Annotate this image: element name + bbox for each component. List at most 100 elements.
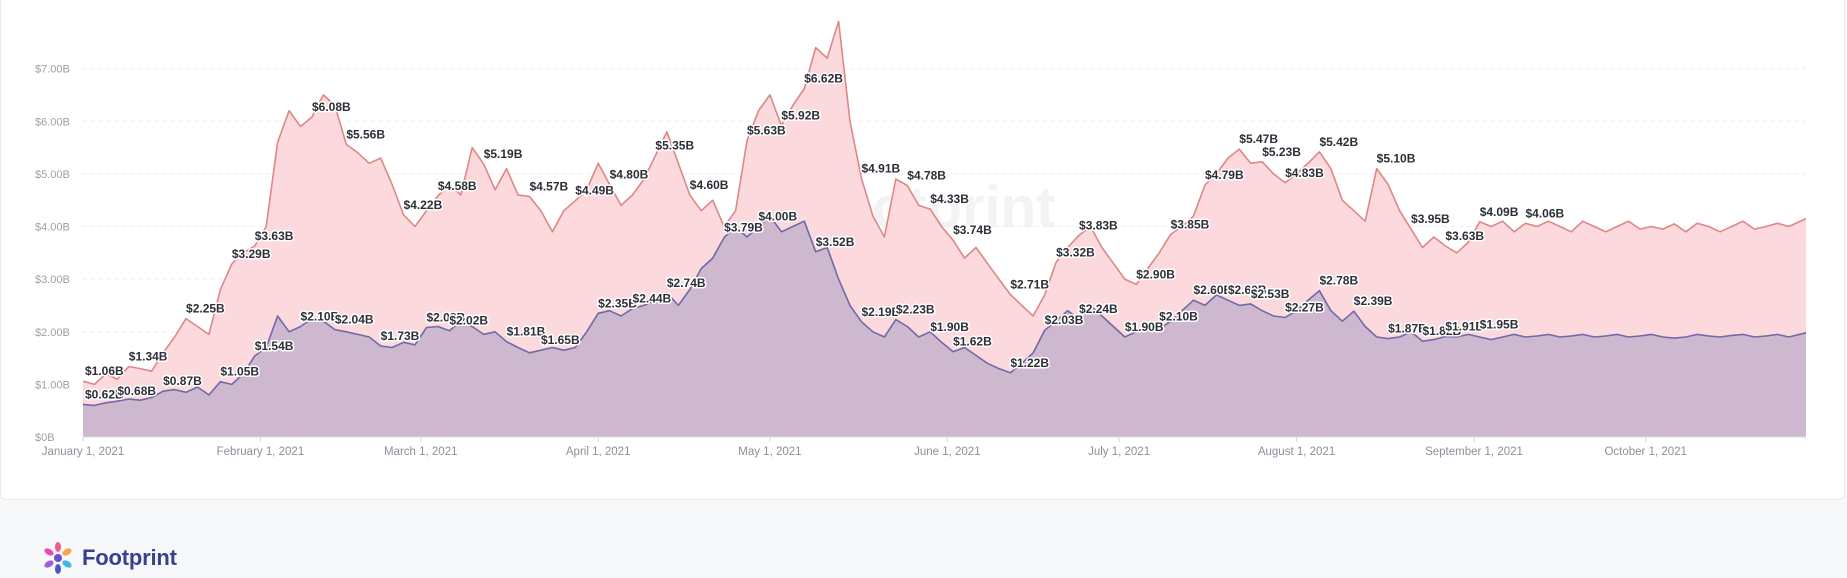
data-label: $2.24B bbox=[1079, 302, 1118, 316]
data-label: $2.71B bbox=[1010, 277, 1049, 291]
x-tick-label: July 1, 2021 bbox=[1088, 446, 1150, 458]
data-label: $2.74B bbox=[667, 276, 706, 290]
series-1-line bbox=[82, 215, 1807, 407]
x-tick-label: January 1, 2021 bbox=[42, 446, 124, 458]
data-label: $5.42B bbox=[1319, 135, 1358, 149]
data-label: $2.02B bbox=[449, 314, 488, 328]
data-label: $2.60B bbox=[1194, 283, 1233, 297]
data-label: $4.58B bbox=[438, 179, 477, 193]
data-label: $4.83B bbox=[1285, 166, 1324, 180]
y-tick-label: $7.00B bbox=[35, 64, 70, 76]
data-label: $3.32B bbox=[1056, 245, 1095, 259]
data-label: $3.63B bbox=[255, 229, 294, 243]
data-label: $1.05B bbox=[220, 365, 259, 379]
data-label: $2.04B bbox=[335, 313, 374, 327]
y-tick-label: $1.00B bbox=[35, 379, 70, 391]
data-label: $1.73B bbox=[381, 329, 420, 343]
data-label: $2.44B bbox=[633, 292, 672, 306]
data-label: $2.03B bbox=[1045, 313, 1084, 327]
data-label: $1.90B bbox=[930, 320, 969, 334]
data-label: $2.19B bbox=[861, 305, 900, 319]
x-tick-label: September 1, 2021 bbox=[1425, 446, 1523, 458]
data-label: $1.65B bbox=[541, 333, 580, 347]
y-tick-label: $4.00B bbox=[35, 222, 70, 234]
data-label: $1.90B bbox=[1125, 320, 1164, 334]
data-label: $2.90B bbox=[1136, 267, 1175, 281]
y-tick-label: $0B bbox=[35, 432, 55, 444]
data-label: $1.06B bbox=[85, 364, 124, 378]
brand-logo[interactable]: Footprint bbox=[40, 540, 177, 576]
y-tick-label: $3.00B bbox=[35, 274, 70, 286]
data-label: $4.91B bbox=[861, 162, 900, 176]
data-label: $6.08B bbox=[312, 100, 351, 114]
data-label: $4.49B bbox=[575, 184, 614, 198]
footer-band bbox=[0, 500, 1847, 578]
data-label: $4.22B bbox=[404, 198, 443, 212]
data-label: $4.80B bbox=[610, 167, 649, 181]
data-label: $3.29B bbox=[232, 247, 271, 261]
x-tick-label: March 1, 2021 bbox=[384, 446, 458, 458]
axis-layer: $0B $1.00B $2.00B $3.00B $4.00B $5.00B $6.00B $… bbox=[35, 64, 1806, 458]
data-label: $1.34B bbox=[129, 349, 168, 363]
x-tick-label: October 1, 2021 bbox=[1604, 446, 1686, 458]
x-tick-label: May 1, 2021 bbox=[738, 446, 801, 458]
y-tick-label: $6.00B bbox=[35, 116, 70, 128]
series-1-area bbox=[83, 216, 1806, 437]
data-label: $2.25B bbox=[186, 302, 225, 316]
data-label: $4.79B bbox=[1205, 168, 1244, 182]
series-0-line bbox=[82, 20, 1807, 386]
data-label: $5.63B bbox=[747, 124, 786, 138]
data-label: $5.10B bbox=[1377, 152, 1416, 166]
data-label: $0.68B bbox=[117, 384, 156, 398]
data-label: $4.00B bbox=[758, 210, 797, 224]
data-label: $3.74B bbox=[953, 223, 992, 237]
data-label: $5.19B bbox=[484, 147, 523, 161]
data-label: $3.95B bbox=[1411, 212, 1450, 226]
data-label: $4.09B bbox=[1480, 205, 1519, 219]
data-label-layer: $1.06B $1.34B $2.25B $3.29B $3.63B $6.08B $5.5… bbox=[84, 70, 1567, 403]
footprint-logo-icon bbox=[44, 542, 72, 574]
data-label: $4.78B bbox=[907, 168, 946, 182]
data-label: $2.35B bbox=[598, 296, 637, 310]
data-label: $3.83B bbox=[1079, 218, 1118, 232]
data-label: $4.06B bbox=[1526, 206, 1565, 220]
data-label: $2.60B bbox=[1228, 283, 1267, 297]
data-label: $2.08B bbox=[426, 311, 465, 325]
data-label: $1.87B bbox=[1388, 322, 1427, 336]
brand-name: Footprint bbox=[82, 545, 177, 570]
data-label: $2.78B bbox=[1319, 274, 1358, 288]
data-label: $1.22B bbox=[1010, 356, 1049, 370]
data-label: $1.62B bbox=[953, 335, 992, 349]
y-tick-label: $2.00B bbox=[35, 327, 70, 339]
data-label: $4.33B bbox=[930, 192, 969, 206]
data-label: $3.85B bbox=[1171, 217, 1210, 231]
data-label: $2.39B bbox=[1354, 294, 1393, 308]
data-label: $0.87B bbox=[163, 374, 202, 388]
area-layer bbox=[82, 20, 1807, 438]
data-label: $1.54B bbox=[255, 339, 294, 353]
data-label: $4.60B bbox=[690, 178, 729, 192]
data-label: $0.62B bbox=[85, 387, 124, 401]
y-tick-label: $5.00B bbox=[35, 169, 70, 181]
data-label: $5.56B bbox=[346, 127, 385, 141]
x-tick-label: June 1, 2021 bbox=[914, 446, 981, 458]
data-label: $1.91B bbox=[1445, 319, 1484, 333]
series-0-area bbox=[83, 21, 1806, 438]
data-label: $5.92B bbox=[781, 108, 820, 122]
x-tick-label: April 1, 2021 bbox=[566, 446, 631, 458]
data-label: $3.52B bbox=[816, 235, 855, 249]
data-label: $2.10B bbox=[1159, 309, 1198, 323]
data-label: $2.53B bbox=[1251, 287, 1290, 301]
data-label: $2.10B bbox=[301, 309, 340, 323]
data-label: $5.47B bbox=[1239, 132, 1278, 146]
data-label: $1.95B bbox=[1480, 317, 1519, 331]
data-label: $2.23B bbox=[896, 303, 935, 317]
data-label: $1.82B bbox=[1422, 324, 1461, 338]
data-label: $4.57B bbox=[529, 180, 568, 194]
data-label: $6.62B bbox=[804, 72, 843, 86]
data-label: $1.81B bbox=[507, 325, 546, 339]
x-tick-label: February 1, 2021 bbox=[217, 446, 305, 458]
chart-card: Footprint $0B $1.00B $2.00B $3.00B $4.00B $5.… bbox=[0, 0, 1845, 500]
x-tick-label: August 1, 2021 bbox=[1258, 446, 1335, 458]
data-label: $5.23B bbox=[1262, 145, 1301, 159]
